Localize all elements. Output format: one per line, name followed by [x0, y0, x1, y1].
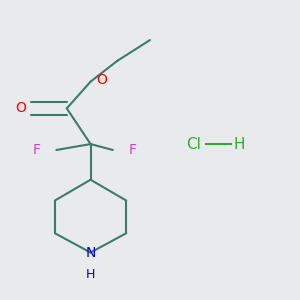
Text: N: N — [85, 245, 96, 260]
Text: O: O — [15, 101, 26, 116]
Text: Cl: Cl — [186, 136, 200, 152]
Text: F: F — [129, 143, 137, 157]
Text: H: H — [86, 268, 95, 281]
Text: H: H — [233, 136, 245, 152]
Text: F: F — [32, 143, 40, 157]
Text: O: O — [96, 73, 107, 87]
